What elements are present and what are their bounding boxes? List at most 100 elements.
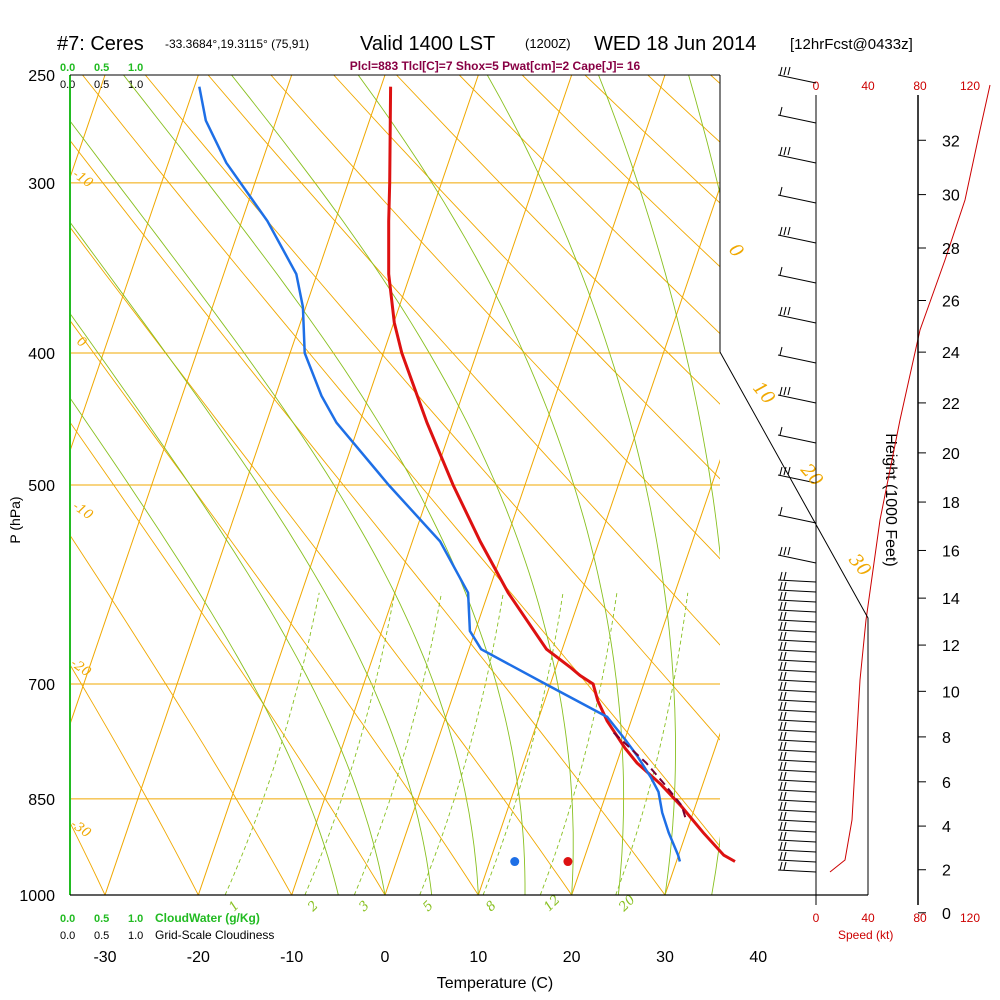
- wind-barb-flag: [779, 691, 783, 701]
- dry-adiabat-line: [962, 75, 1000, 895]
- height-tick-label: 8: [942, 730, 951, 747]
- height-tick-label: 2: [942, 863, 951, 880]
- wind-barb-staff: [777, 474, 817, 484]
- wind-barb-flag: [779, 66, 783, 76]
- mixing-ratio-line: [539, 592, 618, 895]
- wind-barb-staff: [777, 514, 817, 524]
- moist-adiabat-line: [123, 75, 526, 895]
- wind-barb-flag: [783, 601, 787, 611]
- wind-barb-staff: [777, 274, 817, 284]
- speed-axis-label: Speed (kt): [838, 928, 893, 942]
- temp-tick-label: 40: [749, 949, 767, 966]
- mixing-ratio-line: [353, 592, 442, 895]
- cloud-top-black-2: 1.0: [128, 79, 143, 91]
- dry-adiabat-line: [70, 319, 479, 895]
- speed-axis-top: 0 40 80 120: [813, 79, 981, 93]
- wind-barb-flag: [779, 106, 783, 116]
- valid-time: Valid 1400 LST: [360, 33, 495, 55]
- wind-barb-flag: [783, 611, 787, 621]
- speed-bottom-tick-3: 120: [960, 911, 980, 925]
- mixing-ratio-label: 20: [616, 893, 639, 916]
- dry-adiabat-line: [144, 75, 720, 741]
- wind-barb-flag: [783, 721, 787, 731]
- height-tick-label: 30: [942, 188, 960, 205]
- surface-dewpoint-point: [510, 857, 520, 867]
- wind-speed-profile: [829, 84, 991, 873]
- wind-barb-flag: [783, 546, 787, 556]
- wind-barb-staff: [777, 114, 817, 124]
- wind-barbs: [777, 66, 817, 873]
- speed-top-tick-2: 80: [913, 79, 927, 93]
- wind-barb-staff: [777, 394, 817, 404]
- wind-barb-flag: [783, 731, 787, 741]
- forecast-info: [12hrFcst@0433z]: [790, 36, 913, 53]
- height-tick-label: 16: [942, 543, 960, 560]
- chart-series: [198, 84, 991, 873]
- wind-barb-flag: [783, 761, 787, 771]
- dry-adiabat-line: [82, 75, 720, 848]
- height-tick-label: 14: [942, 591, 960, 608]
- frame-right-diagonal: [719, 351, 869, 895]
- wind-barb-flag: [779, 741, 783, 751]
- wind-barb-staff: [777, 579, 817, 583]
- dry-adiabat-line: [70, 534, 293, 895]
- parcel-line: [613, 731, 688, 822]
- moist-adiabat-line: [598, 75, 720, 895]
- wind-barb-flag: [779, 811, 783, 821]
- wind-barb-flag: [787, 306, 791, 316]
- wind-barb-flag: [783, 691, 787, 701]
- wind-barb-flag: [783, 386, 787, 396]
- temp-tick-label: -20: [187, 949, 210, 966]
- wind-barb-flag: [783, 466, 787, 476]
- wind-barb-staff: [777, 759, 817, 763]
- temp-tick-label: 20: [563, 949, 581, 966]
- wind-barb-flag: [779, 781, 783, 791]
- wind-barb-flag: [779, 761, 783, 771]
- moist-adiabat-line: [231, 75, 574, 895]
- isotherm-label: 0: [74, 334, 89, 351]
- cloud-bottom-green-0: 0.0: [60, 913, 75, 925]
- wind-barb-flag: [779, 721, 783, 731]
- isotherm-label: 0: [724, 240, 747, 262]
- wind-barb-flag: [783, 701, 787, 711]
- dry-adiabat-line: [0, 75, 12, 895]
- wind-barb-flag: [779, 711, 783, 721]
- dry-adiabat-line: [70, 663, 199, 895]
- cloud-bottom-black-1: 0.5: [94, 930, 109, 942]
- wind-barb-staff: [777, 649, 817, 653]
- wind-barb-flag: [779, 506, 783, 516]
- mixing-ratio-label: 3: [356, 898, 372, 914]
- temperature-line: [387, 86, 736, 863]
- dry-adiabat-line: [70, 421, 386, 895]
- wind-barb-flag: [779, 671, 783, 681]
- wind-barb-flag: [783, 861, 787, 871]
- cloud-scale-top: 0.0 0.5 1.0 0.0 0.5 1.0: [60, 62, 143, 91]
- wind-barb-staff: [777, 599, 817, 603]
- cloud-top-black-0: 0.0: [60, 79, 75, 91]
- cloud-scale-bottom: 0.0 0.5 1.0 CloudWater (g/Kg) 0.0 0.5 1.…: [60, 911, 274, 942]
- wind-barb-staff: [777, 314, 817, 324]
- wind-barb-staff: [777, 639, 817, 643]
- height-tick-label: 26: [942, 294, 960, 311]
- wind-barb-staff: [777, 859, 817, 863]
- wind-barb-flag: [787, 66, 791, 76]
- wind-barb-flag: [783, 771, 787, 781]
- wind-barb-staff: [777, 619, 817, 623]
- height-tick-label: 10: [942, 684, 960, 701]
- wind-barb-flag: [783, 751, 787, 761]
- wind-barb-flag: [779, 591, 783, 601]
- isotherm-line: [0, 75, 12, 895]
- wind-barb-staff: [777, 719, 817, 723]
- wind-barb-flag: [783, 671, 787, 681]
- cloud-bottom-green-2: 1.0: [128, 913, 143, 925]
- pressure-tick-label: 300: [28, 176, 55, 193]
- temp-tick-label: 0: [381, 949, 390, 966]
- dry-adiabat-line: [333, 75, 720, 480]
- speed-top-tick-1: 40: [861, 79, 875, 93]
- wind-barb-flag: [779, 146, 783, 156]
- speed-top-tick-3: 120: [960, 79, 980, 93]
- wind-barb-staff: [777, 819, 817, 823]
- pressure-tick-label: 400: [28, 346, 55, 363]
- wind-barb-flag: [779, 611, 783, 621]
- chart-axes: 1 2 3 5 8 12 20-100-10-20-30102030025030040050…: [19, 68, 959, 966]
